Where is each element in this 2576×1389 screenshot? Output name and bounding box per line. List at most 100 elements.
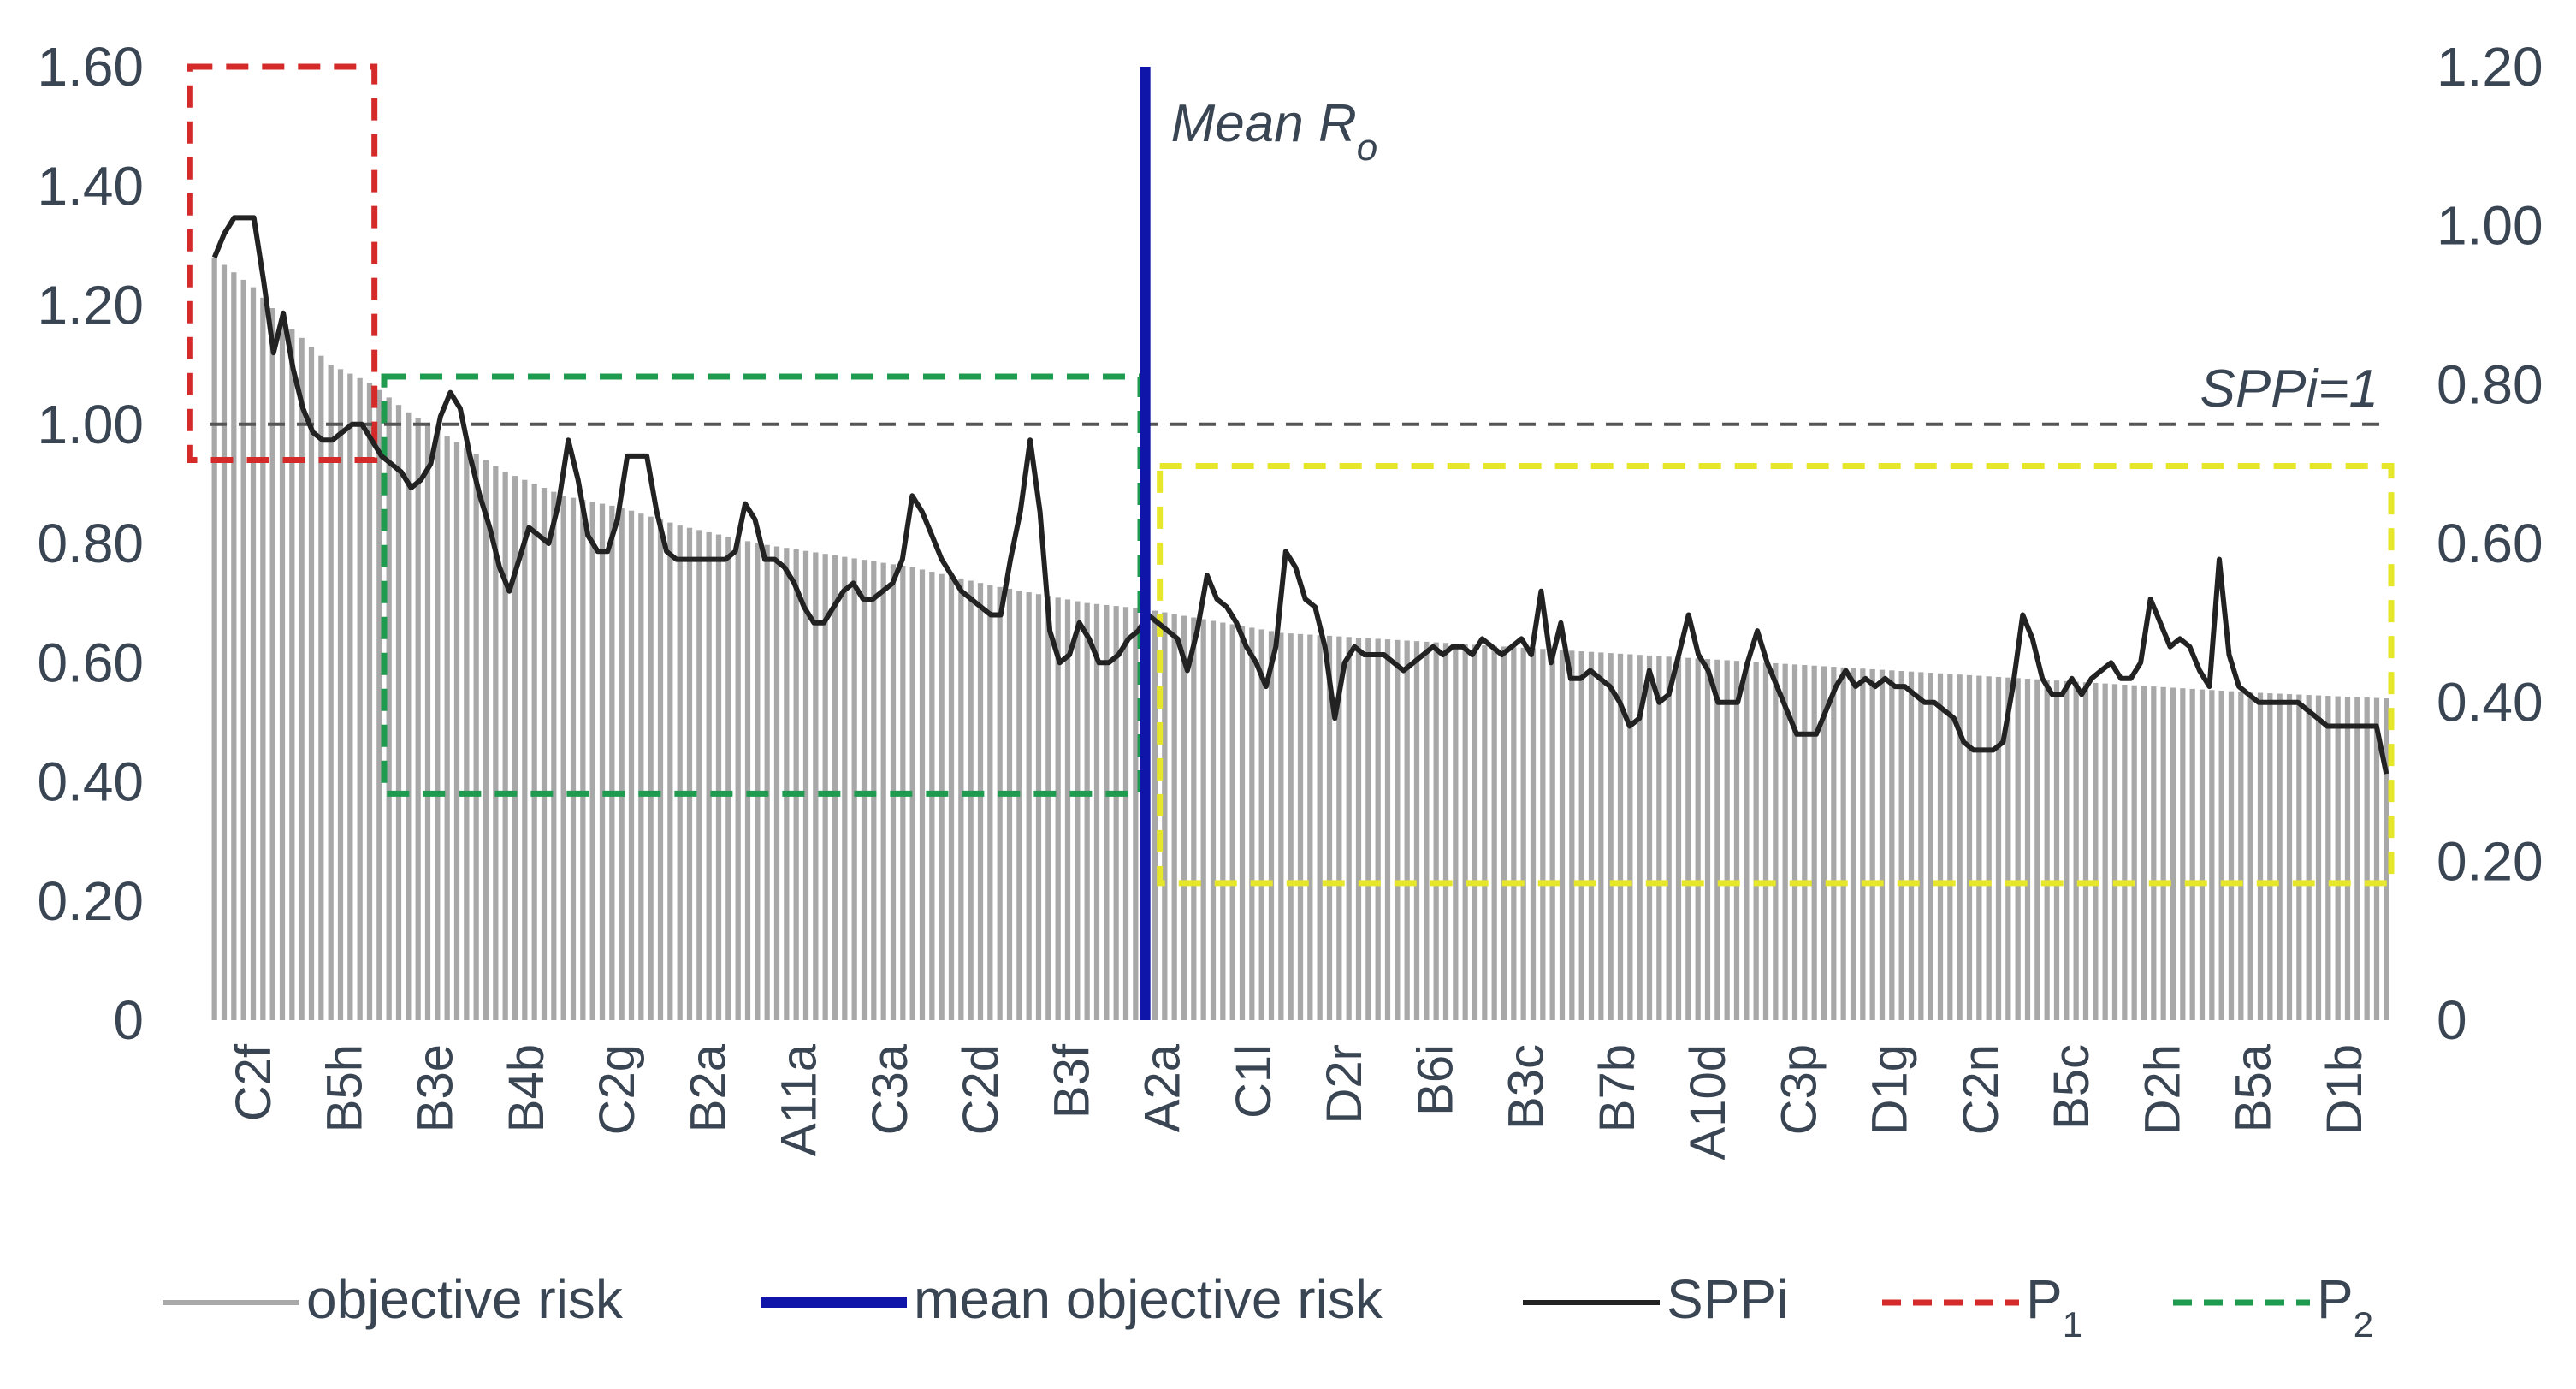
objective-risk-bar <box>2247 692 2253 1020</box>
objective-risk-bar <box>1831 667 1837 1020</box>
objective-risk-bar <box>2257 692 2264 1020</box>
objective-risk-bar <box>1433 642 1439 1020</box>
objective-risk-bar <box>1152 610 1158 1020</box>
objective-risk-bar <box>1200 619 1206 1020</box>
objective-risk-bar <box>802 550 809 1020</box>
objective-risk-bar <box>1744 661 1750 1020</box>
objective-risk-bar <box>395 405 402 1020</box>
legend-label: P2 <box>2317 1268 2373 1344</box>
objective-risk-bar <box>1442 643 1449 1020</box>
objective-risk-bar <box>948 576 955 1020</box>
left-y-axis: 0 0.20 0.40 0.60 0.80 1.00 1.20 1.40 1.60 <box>37 36 144 1051</box>
objective-risk-bar <box>1016 591 1022 1020</box>
objective-risk-bar <box>1898 670 1904 1020</box>
objective-risk-bar <box>1530 648 1537 1020</box>
objective-risk-bar <box>1326 635 1333 1020</box>
objective-risk-bar <box>832 555 838 1020</box>
objective-risk-bar <box>2354 697 2360 1020</box>
objective-risk-bar <box>793 549 799 1020</box>
x-tick-label: C3p <box>1771 1044 1827 1135</box>
objective-risk-bar <box>1879 669 1886 1020</box>
legend: objective risk mean objective risk SPPi P1 P… <box>163 1268 2373 1344</box>
objective-risk-bar <box>328 365 334 1020</box>
objective-risk-bar <box>1811 665 1817 1020</box>
objective-risk-bar <box>1918 672 1924 1020</box>
objective-risk-bar <box>1064 599 1071 1020</box>
sppi-reference-label: SPPi=1 <box>2200 359 2378 418</box>
objective-risk-bar <box>2296 694 2302 1020</box>
objective-risk-bar <box>2122 685 2128 1020</box>
x-tick-label: C2f <box>226 1043 281 1121</box>
legend-label: P1 <box>2026 1268 2082 1344</box>
x-tick-label: B3c <box>1499 1044 1554 1130</box>
objective-risk-bar <box>1782 663 1788 1020</box>
objective-risk-bar <box>1821 666 1827 1020</box>
objective-risk-bar <box>1346 637 1352 1020</box>
objective-risk-bar <box>1646 655 1653 1020</box>
objective-risk-bar <box>1307 634 1313 1020</box>
objective-risk-bar <box>1133 608 1139 1020</box>
objective-risk-bar <box>2277 693 2283 1020</box>
objective-risk-bar <box>424 424 431 1020</box>
mean-label: Mean Ro <box>1171 94 1378 169</box>
objective-risk-bar <box>1675 656 1682 1020</box>
objective-risk-bar <box>2131 685 2137 1020</box>
objective-risk-bar <box>725 537 731 1020</box>
objective-risk-bar <box>1104 604 1110 1020</box>
objective-risk-bar <box>2093 682 2099 1020</box>
objective-risk-bar <box>289 329 295 1021</box>
objective-risk-bar <box>1966 674 1973 1020</box>
objective-risk-bar <box>1336 636 1342 1020</box>
objective-risk-bar <box>308 347 315 1020</box>
objective-risk-bar <box>1278 632 1284 1020</box>
x-tick-label: A11a <box>772 1043 827 1156</box>
objective-risk-bar <box>570 497 577 1020</box>
objective-risk-bar <box>1889 670 1895 1020</box>
objective-risk-bar <box>2189 688 2195 1020</box>
x-tick-label: D2h <box>2135 1044 2190 1135</box>
objective-risk-bar <box>1365 638 1371 1020</box>
legend-label: SPPi <box>1667 1268 1788 1330</box>
objective-risk-bar <box>1472 644 1478 1020</box>
objective-risk-bar <box>231 272 237 1020</box>
objective-risk-bar <box>1995 676 2002 1020</box>
objective-risk-bar <box>376 389 382 1020</box>
objective-risk-bar <box>987 585 993 1020</box>
objective-risk-bar <box>667 522 673 1020</box>
left-y-tick-label: 1.40 <box>37 155 144 217</box>
objective-risk-bar <box>861 560 868 1020</box>
objective-risk-bar <box>541 488 548 1020</box>
x-tick-label: B3f <box>1044 1043 1099 1119</box>
right-y-tick-label: 0.40 <box>2437 672 2543 733</box>
objective-risk-bar <box>1084 602 1090 1020</box>
objective-risk-bar <box>2082 682 2089 1020</box>
objective-risk-bar <box>939 573 945 1020</box>
x-tick-label: B2a <box>680 1043 736 1132</box>
objective-risk-bar <box>415 418 421 1021</box>
objective-risk-bar <box>1908 671 1915 1020</box>
objective-risk-bar <box>2102 683 2108 1020</box>
x-tick-label: B3e <box>408 1044 464 1132</box>
mean-label-subscript: o <box>1357 127 1377 169</box>
left-y-tick-label: 0.60 <box>37 632 144 693</box>
objective-risk-bar <box>686 527 693 1020</box>
objective-risk-bar <box>1957 674 1963 1020</box>
left-y-tick-label: 0.80 <box>37 513 144 574</box>
objective-risk-bar <box>211 257 217 1020</box>
objective-risk-bar <box>1802 665 1808 1020</box>
objective-risk-bar <box>1229 624 1235 1020</box>
right-y-axis: 0 0.20 0.40 0.60 0.80 1.00 1.20 <box>2437 36 2543 1051</box>
objective-risk-bar <box>2315 695 2322 1020</box>
objective-risk-bar <box>1191 617 1197 1020</box>
objective-risk-bar <box>1627 654 1633 1020</box>
objective-risk-bar <box>1075 601 1081 1020</box>
objective-risk-bar <box>357 377 363 1020</box>
legend-label: mean objective risk <box>914 1268 1383 1330</box>
objective-risk-bar <box>822 554 828 1020</box>
objective-risk-bar <box>473 454 479 1020</box>
x-tick-label: B5a <box>2226 1043 2282 1132</box>
objective-risk-bar <box>1559 650 1566 1020</box>
objective-risk-bar <box>1520 647 1526 1020</box>
objective-risk-bar <box>880 562 886 1020</box>
objective-risk-bar <box>279 318 286 1020</box>
